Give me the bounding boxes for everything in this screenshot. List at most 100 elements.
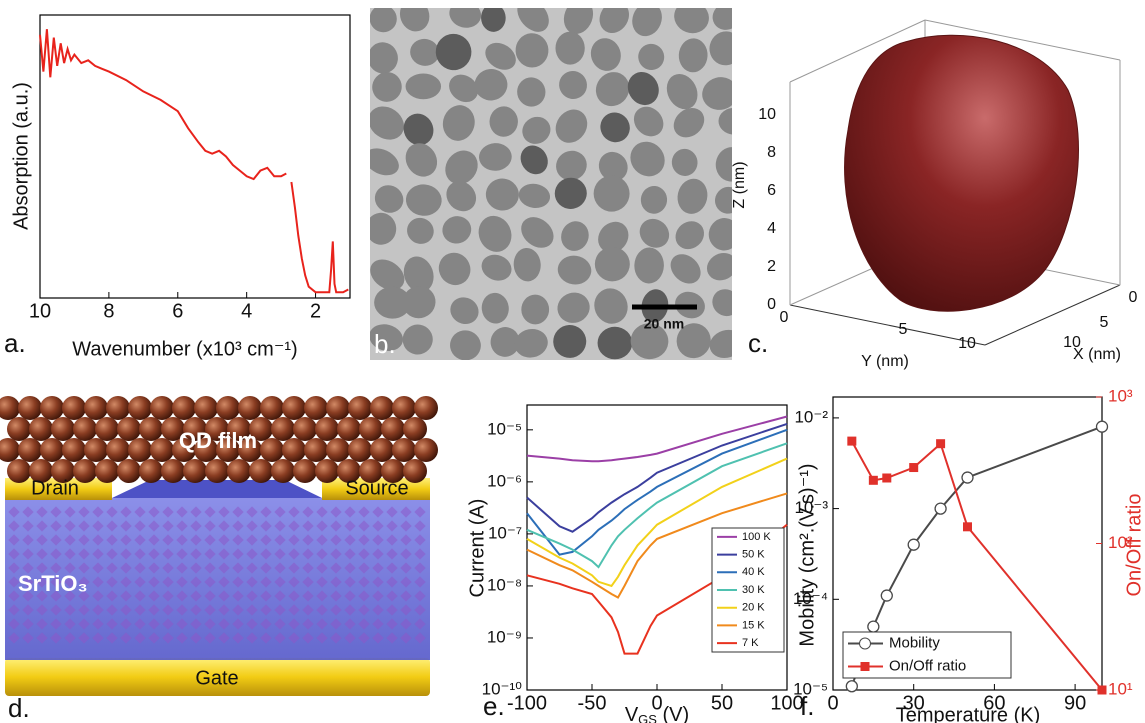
- nanocrystal: [474, 69, 508, 101]
- channel: [112, 480, 322, 498]
- lattice-cell: [386, 520, 398, 532]
- z-tick-label: 8: [767, 144, 776, 161]
- quantum-dot: [205, 459, 229, 483]
- lattice-cell: [316, 632, 328, 644]
- lattice-cell: [260, 632, 272, 644]
- nanocrystal: [590, 38, 621, 71]
- lattice-cell: [358, 506, 370, 518]
- nanocrystal: [555, 109, 588, 143]
- legend-label: 40 K: [742, 566, 765, 578]
- quantum-dot: [194, 396, 218, 420]
- y-tick-label: 10⁻⁵: [793, 679, 828, 698]
- lattice-cell: [246, 618, 258, 630]
- quantum-dot: [392, 438, 416, 462]
- marker: [868, 475, 878, 485]
- lattice-cell: [162, 548, 174, 560]
- x-tick-label: 10: [1063, 334, 1081, 351]
- lattice-cell: [302, 506, 314, 518]
- substrate-label: SrTiO₃: [18, 571, 88, 596]
- marker: [1095, 420, 1109, 433]
- lattice-cell: [134, 576, 146, 588]
- data-line: [526, 422, 788, 533]
- lattice-cell: [386, 590, 398, 602]
- lattice-cell: [232, 618, 244, 630]
- panel-label: b.: [374, 329, 396, 359]
- nanocrystal: [514, 329, 548, 358]
- lattice-cell: [134, 562, 146, 574]
- nanocrystal: [712, 289, 732, 317]
- lattice-cell: [358, 604, 370, 616]
- lattice-cell: [302, 534, 314, 546]
- legend-label: 30 K: [742, 584, 765, 596]
- z-axis-label: Z (nm): [731, 161, 748, 208]
- nanocrystal: [374, 185, 404, 213]
- nanocrystal: [706, 252, 732, 281]
- lattice-cell: [414, 618, 426, 630]
- lattice-cell: [232, 604, 244, 616]
- quantum-dot: [150, 438, 174, 462]
- lattice-cell: [176, 506, 188, 518]
- lattice-cell: [330, 618, 342, 630]
- quantum-dot: [183, 459, 207, 483]
- lattice-cell: [358, 520, 370, 532]
- lattice-cell: [316, 534, 328, 546]
- nanocrystal: [399, 8, 430, 32]
- nanocrystal: [481, 254, 512, 281]
- quantum-dot: [249, 417, 273, 441]
- quantum-dot: [117, 459, 141, 483]
- quantum-dot: [271, 417, 295, 441]
- axis-line: [789, 19, 926, 83]
- nanocrystal: [670, 254, 701, 284]
- lattice-cell: [50, 520, 62, 532]
- y-tick-label: 10⁻²: [794, 407, 828, 426]
- quantum-dot: [304, 396, 328, 420]
- lattice-cell: [274, 562, 286, 574]
- nanocrystal: [556, 150, 587, 181]
- nanocrystal: [597, 326, 633, 360]
- lattice-cell: [176, 590, 188, 602]
- lattice-cell: [302, 548, 314, 560]
- lattice-cell: [246, 562, 258, 574]
- x-tick-label: 100: [770, 692, 803, 714]
- lattice-cell: [190, 534, 202, 546]
- lattice-cell: [36, 520, 48, 532]
- quantum-dot: [238, 438, 262, 462]
- tem-image: [370, 8, 732, 360]
- x-tick-label: 5: [1100, 314, 1109, 331]
- lattice-cell: [302, 632, 314, 644]
- quantum-dot: [227, 459, 251, 483]
- nanocrystal: [640, 185, 668, 214]
- quantum-dot: [84, 396, 108, 420]
- panel-label: e.: [483, 691, 505, 721]
- device-diagram: QD film Drain Source SrTiO₃ Gate d.: [0, 396, 438, 723]
- nanocrystal: [666, 73, 698, 110]
- lattice-cell: [330, 506, 342, 518]
- nanocrystal: [712, 8, 732, 30]
- nanocrystal: [435, 33, 472, 71]
- scale-bar-label: 20 nm: [644, 316, 684, 332]
- lattice-cell: [148, 576, 160, 588]
- lattice-cell: [162, 576, 174, 588]
- nanocrystal: [630, 141, 665, 177]
- gate-layer: [5, 658, 430, 696]
- quantum-dot: [73, 417, 97, 441]
- y-tick-label: 10⁻⁵: [487, 419, 522, 438]
- lattice-cell: [190, 590, 202, 602]
- marker: [845, 680, 858, 693]
- quantum-dot: [293, 417, 317, 441]
- lattice-cell: [190, 618, 202, 630]
- quantum-dot: [7, 417, 31, 441]
- legend-label: 50 K: [742, 548, 765, 560]
- quantum-dot: [150, 396, 174, 420]
- lattice-cell: [400, 520, 412, 532]
- quantum-dot: [381, 459, 405, 483]
- marker: [882, 473, 892, 483]
- y2-tick-label: 10²: [1108, 533, 1133, 552]
- quantum-dot: [260, 396, 284, 420]
- nanocrystal: [559, 70, 587, 100]
- nanocrystal: [675, 221, 705, 250]
- lattice-cell: [344, 520, 356, 532]
- nanocrystal: [520, 145, 548, 175]
- lattice-cell: [344, 604, 356, 616]
- lattice-cell: [288, 506, 300, 518]
